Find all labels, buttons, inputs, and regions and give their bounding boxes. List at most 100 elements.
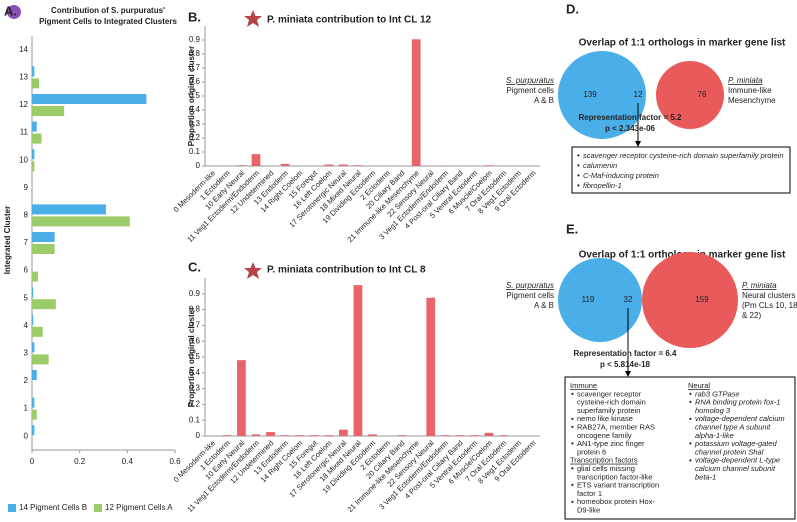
gene: glial cells missing — [577, 464, 635, 473]
x-tick-label: 0 — [30, 457, 35, 466]
y-tick-label: 0.9 — [189, 35, 201, 44]
y-tick-label: 0 — [196, 161, 201, 170]
gene: voltage-dependent calcium — [695, 414, 785, 423]
bullet: • — [571, 464, 574, 473]
chart-title: P. miniata contribution to Int CL 8 — [267, 265, 426, 276]
y-tick-label: 0.2 — [189, 133, 201, 142]
y-tick-label: 0.6 — [189, 77, 201, 86]
stat: Representation factor = 5.2 — [579, 113, 682, 122]
bar — [324, 164, 334, 166]
gene: cysteine-rich domain — [577, 398, 646, 407]
bar — [484, 432, 494, 436]
left-count: 119 — [582, 295, 595, 304]
bar — [32, 397, 35, 408]
left-label: Pigment cells — [506, 86, 554, 95]
section-heading: Transcription factors — [570, 456, 638, 465]
y-tick-label: 0.8 — [189, 305, 201, 314]
gene: potassium voltage-gated — [694, 439, 778, 448]
bar — [32, 133, 42, 144]
right-count: 76 — [698, 90, 707, 99]
left-label: A & B — [534, 96, 554, 105]
left-label: S. purpuratus — [506, 76, 554, 85]
bullet: • — [577, 171, 580, 180]
bar — [266, 432, 275, 436]
bar — [32, 409, 37, 420]
gene: channel type A subunit — [695, 422, 771, 431]
venn-title: Overlap of 1:1 orthologs in marker gene … — [579, 38, 786, 49]
gene: RAB27A, member RAS — [577, 422, 655, 431]
y-tick-label: 0.6 — [189, 336, 201, 345]
urchin-icon — [7, 5, 21, 19]
gene: voltage-dependent L-type — [695, 456, 780, 465]
bar — [32, 216, 130, 227]
section-heading: Immune — [570, 381, 597, 390]
gene: calcium channel subunit — [695, 464, 776, 473]
y-tick-label: 1 — [24, 404, 29, 413]
section-heading: Neural — [688, 381, 710, 390]
bullet: • — [689, 456, 692, 465]
gene-box — [564, 376, 796, 520]
bar — [251, 154, 261, 166]
bar — [32, 232, 55, 242]
gene-box — [571, 146, 791, 194]
bullet: • — [571, 423, 574, 432]
gene: C-Maf-inducing protein — [583, 171, 659, 180]
panel-label: D. — [566, 1, 579, 16]
y-axis-label: Integrated Cluster — [3, 206, 12, 274]
bullet: • — [571, 481, 574, 490]
bar — [32, 370, 37, 380]
y-tick-label: 6 — [24, 266, 29, 275]
stat: p < 2.343e-06 — [605, 124, 656, 133]
gene: scavenger receptor cysteine-rich domain … — [583, 151, 784, 160]
bar — [353, 165, 363, 166]
bar — [32, 106, 65, 116]
left-label: Pigment cells — [506, 291, 554, 300]
arrow-head — [635, 141, 641, 147]
y-tick-label: 0.1 — [189, 147, 201, 156]
y-tick-label: 0.8 — [189, 49, 201, 58]
bar — [32, 161, 35, 172]
bar — [280, 435, 290, 436]
bar — [280, 163, 290, 166]
venn-right — [656, 61, 724, 129]
y-tick-label: 0 — [196, 431, 201, 440]
gene: RNA binding protein fox-1 — [695, 398, 781, 407]
bar — [499, 435, 508, 436]
bullet: • — [577, 151, 580, 160]
y-tick-label: 5 — [24, 293, 29, 302]
arrow-head — [625, 371, 631, 377]
left-count: 139 — [583, 90, 597, 99]
bar — [32, 271, 38, 282]
x-tick-label: 0.6 — [169, 457, 181, 466]
gene: superfamily protein — [577, 406, 640, 415]
gene: factor 1 — [577, 489, 602, 498]
bullet: • — [577, 181, 580, 190]
bullet: • — [689, 389, 692, 398]
bar — [32, 326, 43, 337]
y-tick-label: 12 — [19, 100, 28, 109]
bar — [353, 285, 363, 436]
y-tick-label: 10 — [19, 155, 28, 164]
bar — [251, 434, 261, 436]
stat: Representation factor = 6.4 — [574, 349, 677, 358]
stat: p < 5.814e-18 — [600, 360, 651, 369]
overlap-count: 12 — [634, 90, 643, 99]
y-tick-label: 0.3 — [189, 384, 201, 393]
bar — [440, 435, 450, 436]
y-tick-label: 0.4 — [189, 368, 201, 377]
legend-swatch — [94, 504, 102, 512]
gene: AN1-type zinc finger — [577, 439, 645, 448]
panel-label: E. — [566, 221, 578, 236]
y-tick-label: 0.1 — [189, 415, 201, 424]
gene: alpha-1-like — [695, 431, 734, 440]
gene: homolog 3 — [695, 406, 731, 415]
right-label: P. miniata — [728, 76, 763, 85]
bullet: • — [571, 389, 574, 398]
bar — [470, 435, 479, 436]
y-axis-label: Proportion original cluster — [187, 307, 196, 407]
right-label: Mesenchyme — [728, 96, 776, 105]
legend-label: 14 Pigment Cells B — [19, 503, 87, 512]
legend-label: 12 Pigment Cells A — [105, 503, 173, 512]
right-label: (Pm CLs 10, 18 — [742, 301, 797, 310]
y-tick-label: 2 — [24, 376, 29, 385]
